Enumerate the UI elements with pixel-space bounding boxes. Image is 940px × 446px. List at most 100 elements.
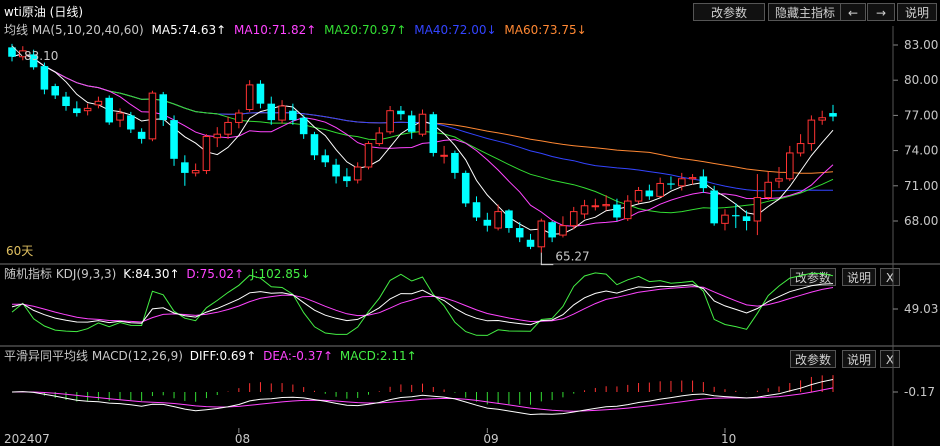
ma5-line: [11, 53, 834, 235]
arrow-left-button[interactable]: ←: [840, 3, 866, 21]
hide-main-indicator-button[interactable]: 隐藏主指标: [768, 3, 842, 21]
kdj-j-line: [11, 272, 834, 336]
candle-body: [418, 113, 427, 135]
change-params-button[interactable]: 改参数: [693, 3, 765, 21]
macd-change-params-button[interactable]: 改参数: [790, 350, 836, 368]
candle-body: [613, 204, 621, 218]
candle-body: [602, 204, 610, 207]
candle-body: [472, 202, 481, 218]
macd-close-button[interactable]: X: [880, 350, 900, 368]
candle-body: [483, 219, 492, 226]
candle-body: [386, 110, 394, 133]
candle-body: [29, 54, 38, 68]
ma10-line: [11, 53, 834, 227]
candle-body: [623, 200, 632, 220]
help-button[interactable]: 说明: [897, 3, 937, 21]
candle-body: [202, 136, 211, 172]
kdj-label: 随机指标 KDJ(9,3,3): [4, 267, 117, 281]
candle-body: [461, 172, 470, 204]
candle-body: [310, 134, 319, 156]
candle-body: [634, 189, 643, 202]
candle-body: [656, 182, 664, 197]
candle-body: [40, 66, 49, 90]
candle-body: [721, 214, 729, 224]
kdj-close-button[interactable]: X: [880, 268, 900, 286]
candle-body: [94, 100, 103, 106]
kdj-d-value: D:75.02↑: [186, 267, 245, 281]
candle-body: [429, 114, 438, 153]
candle-body: [224, 121, 232, 135]
ma10-value: MA10:71.82↑: [234, 23, 317, 37]
candle-body: [375, 132, 384, 145]
arrow-right-button[interactable]: →: [867, 3, 895, 21]
candle-body: [289, 110, 297, 121]
candle-body: [591, 205, 600, 208]
macd-macd-value: MACD:2.11↑: [339, 349, 417, 363]
ma-legend: 均线 MA(5,10,20,40,60) MA5:74.63↑ MA10:71.…: [4, 22, 587, 38]
candle-body: [321, 155, 330, 163]
candle-body: [159, 94, 168, 121]
candle-body: [299, 117, 308, 135]
candle-body: [786, 152, 794, 180]
date-axis-label: 202407: [4, 432, 50, 446]
candle-body: [364, 143, 373, 168]
kdj-d-line: [11, 286, 834, 323]
macd-axis-label: -0.17: [904, 385, 935, 399]
kdj-legend: 随机指标 KDJ(9,3,3) K:84.30↑ D:75.02↑ J:102.…: [4, 266, 311, 282]
candle-body: [494, 211, 502, 229]
candle-body: [353, 166, 362, 181]
candle-body: [235, 112, 243, 123]
candle-body: [537, 220, 546, 248]
candle-body: [526, 239, 535, 247]
candle-body: [62, 96, 70, 107]
candle-body: [569, 211, 578, 227]
candle-body: [829, 113, 837, 117]
high-marker-label: 83.10: [24, 49, 58, 63]
macd-help-button[interactable]: 说明: [842, 350, 876, 368]
macd-dea-line: [11, 387, 834, 412]
price-axis-label: 71.00: [904, 179, 938, 193]
candle-body: [83, 107, 92, 112]
candle-body: [731, 215, 740, 217]
candle-body: [8, 47, 16, 57]
period-label: 60天: [6, 244, 34, 258]
price-axis-label: 77.00: [904, 108, 938, 122]
candle-body: [343, 176, 351, 182]
candle-body: [742, 216, 751, 221]
kdj-j-value: J:102.85↓: [250, 267, 311, 281]
candle-body: [116, 112, 124, 121]
date-axis-label: 08: [235, 432, 250, 446]
candle-body: [548, 222, 556, 238]
low-marker-label: 65.27: [555, 250, 589, 264]
candle-body: [807, 119, 816, 145]
candle-body: [699, 176, 708, 189]
kdj-k-value: K:84.30↑: [123, 267, 180, 281]
candle-body: [440, 154, 448, 157]
candle-body: [267, 103, 276, 121]
kdj-help-button[interactable]: 说明: [842, 268, 876, 286]
price-axis-label: 68.00: [904, 214, 938, 228]
ma5-value: MA5:74.63↑: [151, 23, 227, 37]
low-marker-line: [540, 252, 554, 266]
candle-body: [645, 190, 654, 197]
macd-label: 平滑异同平均线 MACD(12,26,9): [4, 349, 183, 363]
candle-body: [181, 162, 189, 173]
price-axis-label: 74.00: [904, 144, 938, 158]
candle-body: [710, 190, 718, 224]
candle-body: [278, 105, 286, 121]
candle-body: [51, 86, 59, 96]
macd-diff-value: DIFF:0.69↑: [189, 349, 257, 363]
candle-body: [796, 143, 805, 154]
candle-body: [559, 225, 567, 236]
date-axis-label: 10: [721, 432, 736, 446]
price-axis-label: 83.00: [904, 38, 938, 52]
candle-body: [256, 83, 265, 104]
price-axis-label: 80.00: [904, 73, 938, 87]
macd-diff-line: [11, 379, 834, 416]
candle-body: [397, 110, 405, 115]
candle-body: [818, 117, 826, 121]
candle-body: [407, 115, 416, 132]
macd-legend: 平滑异同平均线 MACD(12,26,9) DIFF:0.69↑ DEA:-0.…: [4, 348, 417, 364]
panel-separator: [0, 263, 940, 265]
